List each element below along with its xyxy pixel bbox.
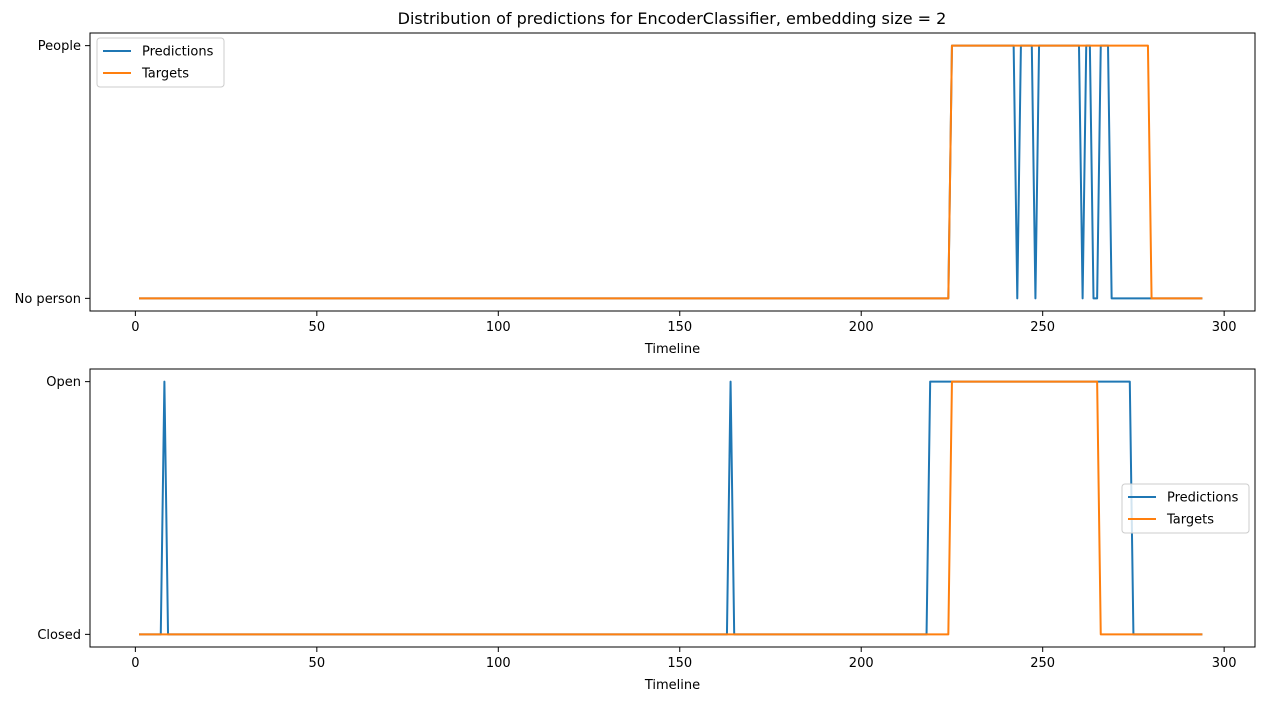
y-tick-label: No person [15, 292, 81, 307]
legend: Predictions Targets [1121, 483, 1250, 534]
x-tick-label: 200 [849, 320, 874, 335]
x-axis-label: Timeline [644, 678, 700, 693]
x-tick-label: 150 [667, 656, 692, 671]
figure-title: Distribution of predictions for EncoderC… [398, 9, 947, 28]
y-tick-label: People [38, 39, 81, 54]
y-tick-label: Open [46, 375, 81, 390]
subplot-person: 0 50 100 150 200 250 300 No person People Timelin… [15, 32, 1256, 357]
x-tick-label: 100 [486, 656, 511, 671]
x-tick-label: 300 [1212, 320, 1237, 335]
plot-frame [89, 368, 1256, 648]
x-tick-label: 300 [1212, 656, 1237, 671]
series-line-predictions [139, 380, 1203, 636]
x-tick-label: 150 [667, 320, 692, 335]
subplot-door: 0 50 100 150 200 250 300 Closed Open Timeline Pred… [37, 368, 1256, 693]
legend-label-targets: Targets [141, 67, 189, 82]
x-tick-label: 0 [131, 656, 139, 671]
x-tick-label: 0 [131, 320, 139, 335]
legend-label-predictions: Predictions [142, 45, 214, 60]
x-tick-label: 250 [1030, 320, 1055, 335]
x-tick-label: 250 [1030, 656, 1055, 671]
x-tick-label: 50 [309, 320, 326, 335]
x-tick-label: 100 [486, 320, 511, 335]
y-tick-label: Closed [37, 628, 81, 643]
plot-frame [89, 32, 1256, 312]
x-tick-label: 50 [309, 656, 326, 671]
x-axis-label: Timeline [644, 342, 700, 357]
series-line-predictions [139, 44, 1203, 300]
x-tick-label: 200 [849, 656, 874, 671]
legend-label-predictions: Predictions [1167, 491, 1239, 506]
legend-label-targets: Targets [1166, 513, 1214, 528]
legend: Predictions Targets [96, 37, 225, 88]
series-line-targets [139, 380, 1203, 636]
series-line-targets [139, 44, 1203, 300]
